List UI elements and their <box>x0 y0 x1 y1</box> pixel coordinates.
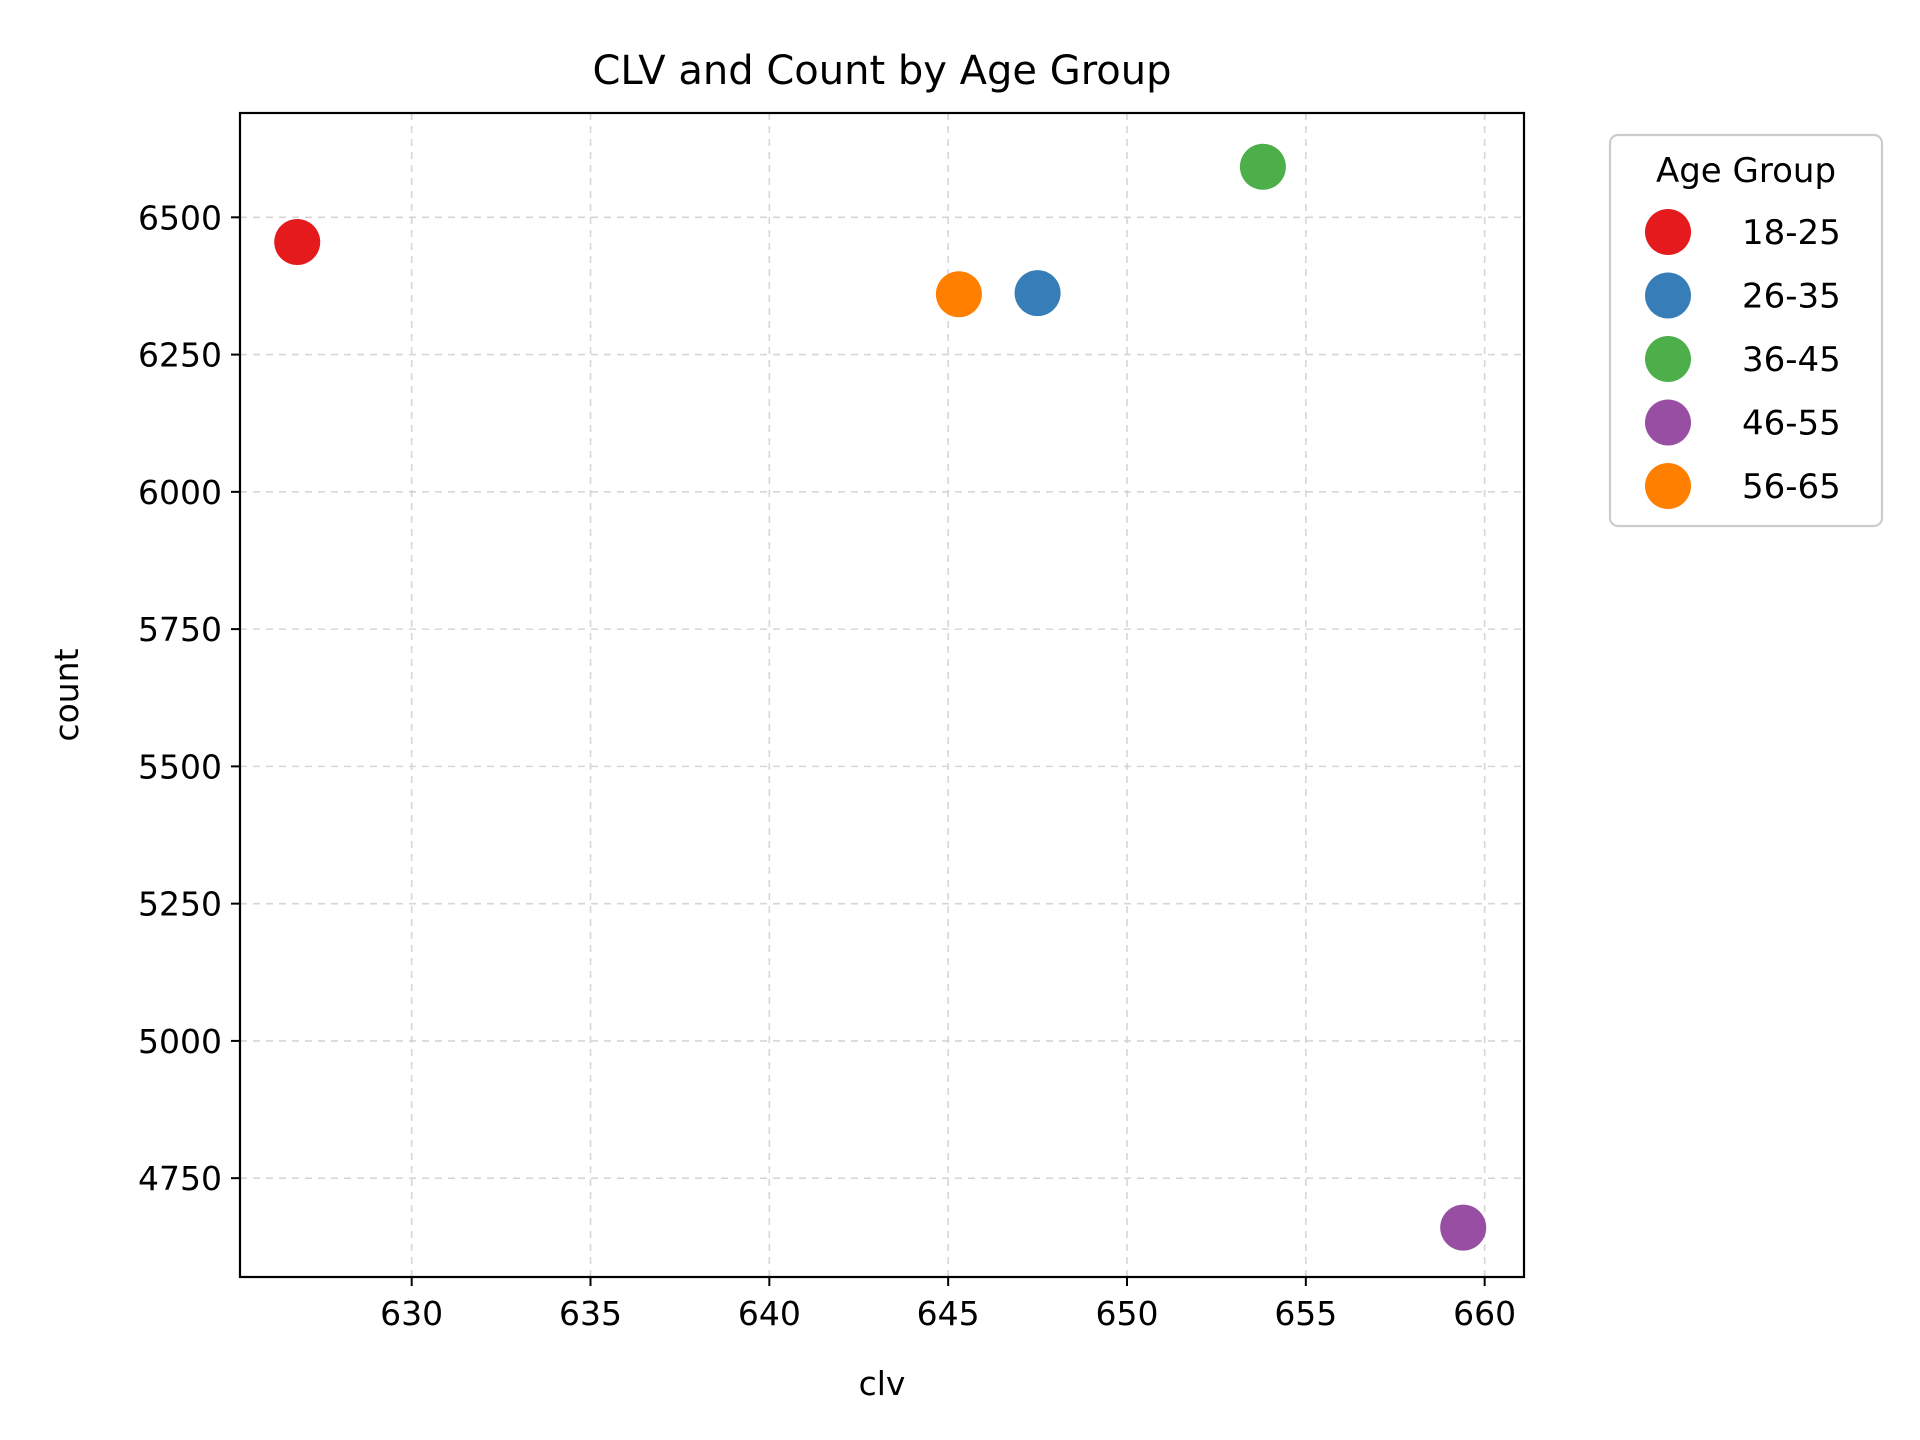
legend-marker-26-35 <box>1645 273 1691 319</box>
x-axis-ticks: 630 635 640 645 650 655 660 <box>380 1277 1516 1333</box>
legend-label: 46-55 <box>1742 404 1841 444</box>
x-tick-label: 650 <box>1095 1294 1158 1333</box>
data-point-18-25 <box>274 219 320 265</box>
data-point-36-45 <box>1240 144 1286 190</box>
plot-area <box>240 113 1524 1277</box>
x-tick-label: 645 <box>917 1294 980 1333</box>
legend-marker-36-45 <box>1645 336 1691 382</box>
y-tick-label: 5500 <box>138 747 222 786</box>
x-tick-label: 660 <box>1453 1294 1516 1333</box>
x-tick-label: 630 <box>380 1294 443 1333</box>
legend-title: Age Group <box>1656 151 1836 191</box>
y-tick-label: 6000 <box>138 473 222 512</box>
data-point-26-35 <box>1015 270 1061 316</box>
y-tick-label: 5250 <box>138 885 222 924</box>
grid <box>240 113 1524 1277</box>
legend-label: 56-65 <box>1742 467 1841 507</box>
y-axis-ticks: 4750 5000 5250 5500 5750 6000 6250 6500 <box>138 198 240 1198</box>
y-tick-label: 6250 <box>138 336 222 375</box>
chart-title: CLV and Count by Age Group <box>592 48 1171 94</box>
y-tick-label: 5000 <box>138 1022 222 1061</box>
y-tick-label: 4750 <box>138 1159 222 1198</box>
x-tick-label: 640 <box>738 1294 801 1333</box>
legend: Age Group 18-25 26-35 36-45 46-55 56-65 <box>1610 135 1882 526</box>
legend-marker-18-25 <box>1645 209 1691 255</box>
y-tick-label: 5750 <box>138 610 222 649</box>
data-point-56-65 <box>936 271 982 317</box>
legend-label: 26-35 <box>1742 277 1841 317</box>
data-point-46-55 <box>1440 1205 1486 1251</box>
x-axis-label: clv <box>859 1364 906 1403</box>
data-points <box>274 144 1486 1251</box>
y-axis-label: count <box>47 648 86 741</box>
x-tick-label: 655 <box>1274 1294 1337 1333</box>
y-tick-label: 6500 <box>138 198 222 237</box>
legend-marker-56-65 <box>1645 463 1691 509</box>
legend-label: 36-45 <box>1742 340 1841 380</box>
x-tick-label: 635 <box>559 1294 622 1333</box>
legend-label: 18-25 <box>1742 213 1841 253</box>
legend-marker-46-55 <box>1645 400 1691 446</box>
